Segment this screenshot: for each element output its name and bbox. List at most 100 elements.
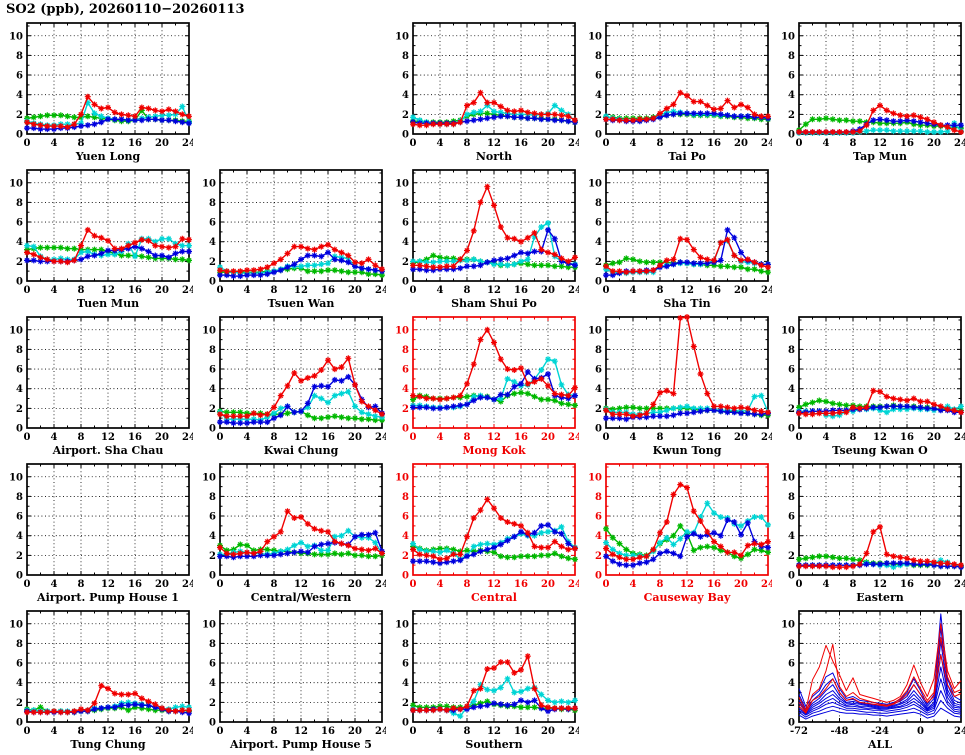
plot-border bbox=[219, 316, 383, 429]
y-tick-label: 0 bbox=[209, 718, 216, 729]
y-tick-label: 4 bbox=[209, 384, 216, 395]
y-tick-label: 8 bbox=[16, 345, 23, 356]
x-tick-label: 8 bbox=[657, 138, 664, 149]
subplot-eastern: 0 2 4 6 8 10 0 4 8 12 16 20 24 Eastern bbox=[772, 459, 965, 606]
x-tick-label: -72 bbox=[790, 726, 808, 737]
station-label-southern: Southern bbox=[465, 738, 522, 751]
y-tick-label: 6 bbox=[209, 218, 216, 229]
y-tick-label: 10 bbox=[588, 178, 602, 189]
y-tick-label: 8 bbox=[402, 639, 409, 650]
y-tick-label: 0 bbox=[16, 130, 23, 141]
y-tick-label: 4 bbox=[16, 678, 23, 689]
y-tick-label: 6 bbox=[402, 659, 409, 670]
x-tick-label: 4 bbox=[823, 138, 830, 149]
x-tick-label: 24 bbox=[568, 138, 579, 149]
x-tick-label: 4 bbox=[437, 285, 444, 296]
station-label-tuen-mun: Tuen Mun bbox=[77, 297, 139, 310]
x-tick-label: 16 bbox=[707, 285, 721, 296]
x-tick-label: 16 bbox=[514, 432, 528, 443]
subplot-causeway-bay: 0 2 4 6 8 10 0 4 8 12 16 20 24 Causeway Bay bbox=[579, 459, 772, 606]
gridlines bbox=[413, 464, 575, 575]
plot-border bbox=[605, 463, 769, 576]
y-tick-label: 8 bbox=[595, 51, 602, 62]
y-tick-label: 4 bbox=[16, 90, 23, 101]
x-tick-label: 12 bbox=[101, 432, 115, 443]
x-tick-label: 24 bbox=[182, 432, 193, 443]
y-tick-label: 6 bbox=[16, 512, 23, 523]
x-tick-label: 8 bbox=[657, 285, 664, 296]
x-tick-label: 8 bbox=[78, 579, 85, 590]
x-tick-label: 4 bbox=[823, 579, 830, 590]
y-tick-label: 10 bbox=[202, 619, 216, 630]
series-line-blue bbox=[798, 678, 962, 715]
subplot-north: 0 2 4 6 8 10 0 4 8 12 16 20 24 North bbox=[386, 18, 579, 165]
x-tick-label: 24 bbox=[568, 579, 579, 590]
x-tick-label: 16 bbox=[514, 138, 528, 149]
plot-border bbox=[219, 610, 383, 723]
x-tick-label: 24 bbox=[568, 432, 579, 443]
series-markers-red bbox=[410, 183, 578, 271]
y-tick-label: 2 bbox=[402, 257, 409, 268]
y-tick-label: 8 bbox=[788, 51, 795, 62]
x-tick-label: 0 bbox=[410, 285, 417, 296]
plot-border bbox=[219, 169, 383, 282]
y-tick-label: 10 bbox=[395, 325, 409, 336]
x-tick-label: 0 bbox=[24, 285, 31, 296]
x-tick-label: 8 bbox=[271, 579, 278, 590]
y-tick-label: 10 bbox=[588, 31, 602, 42]
y-tick-label: 0 bbox=[16, 277, 23, 288]
y-tick-label: 2 bbox=[209, 404, 216, 415]
gridlines bbox=[27, 611, 189, 722]
x-tick-label: 8 bbox=[271, 432, 278, 443]
y-tick-label: 6 bbox=[16, 71, 23, 82]
plot-border bbox=[798, 316, 962, 429]
gridlines bbox=[27, 464, 189, 575]
x-tick-label: 12 bbox=[487, 726, 501, 737]
y-tick-label: 0 bbox=[788, 424, 795, 435]
gridlines bbox=[413, 611, 575, 722]
x-tick-label: 12 bbox=[873, 579, 887, 590]
y-tick-label: 8 bbox=[16, 492, 23, 503]
y-tick-label: 2 bbox=[788, 551, 795, 562]
y-tick-label: 6 bbox=[595, 365, 602, 376]
station-label-yuen-long: Yuen Long bbox=[75, 150, 141, 163]
subplot-central: 0 2 4 6 8 10 0 4 8 12 16 20 24 Central bbox=[386, 459, 579, 606]
x-tick-label: 0 bbox=[796, 138, 803, 149]
x-tick-label: 24 bbox=[568, 726, 579, 737]
gridlines bbox=[799, 317, 961, 428]
x-tick-label: 0 bbox=[24, 432, 31, 443]
plot-border bbox=[412, 22, 576, 135]
x-tick-label: 8 bbox=[464, 579, 471, 590]
x-tick-label: 4 bbox=[244, 579, 251, 590]
gridlines bbox=[220, 611, 382, 722]
x-tick-label: 4 bbox=[630, 432, 637, 443]
y-tick-label: 10 bbox=[9, 178, 23, 189]
x-tick-label: 24 bbox=[954, 726, 965, 737]
x-tick-label: 24 bbox=[182, 138, 193, 149]
x-tick-label: 4 bbox=[244, 432, 251, 443]
x-tick-label: 24 bbox=[375, 726, 386, 737]
x-tick-label: 12 bbox=[873, 138, 887, 149]
x-tick-label: 0 bbox=[603, 432, 610, 443]
x-tick-label: 0 bbox=[796, 579, 803, 590]
x-tick-label: 12 bbox=[294, 285, 308, 296]
station-label-central: Central bbox=[471, 591, 517, 604]
x-tick-label: 20 bbox=[348, 432, 362, 443]
gridlines bbox=[220, 170, 382, 281]
station-label-tsuen-wan: Tsuen Wan bbox=[268, 297, 335, 310]
x-tick-label: 12 bbox=[487, 285, 501, 296]
series-markers-red bbox=[24, 93, 192, 131]
x-tick-label: 4 bbox=[51, 285, 58, 296]
x-tick-label: 20 bbox=[927, 579, 941, 590]
y-tick-label: 4 bbox=[788, 531, 795, 542]
y-tick-label: 6 bbox=[209, 365, 216, 376]
x-tick-label: 4 bbox=[630, 285, 637, 296]
